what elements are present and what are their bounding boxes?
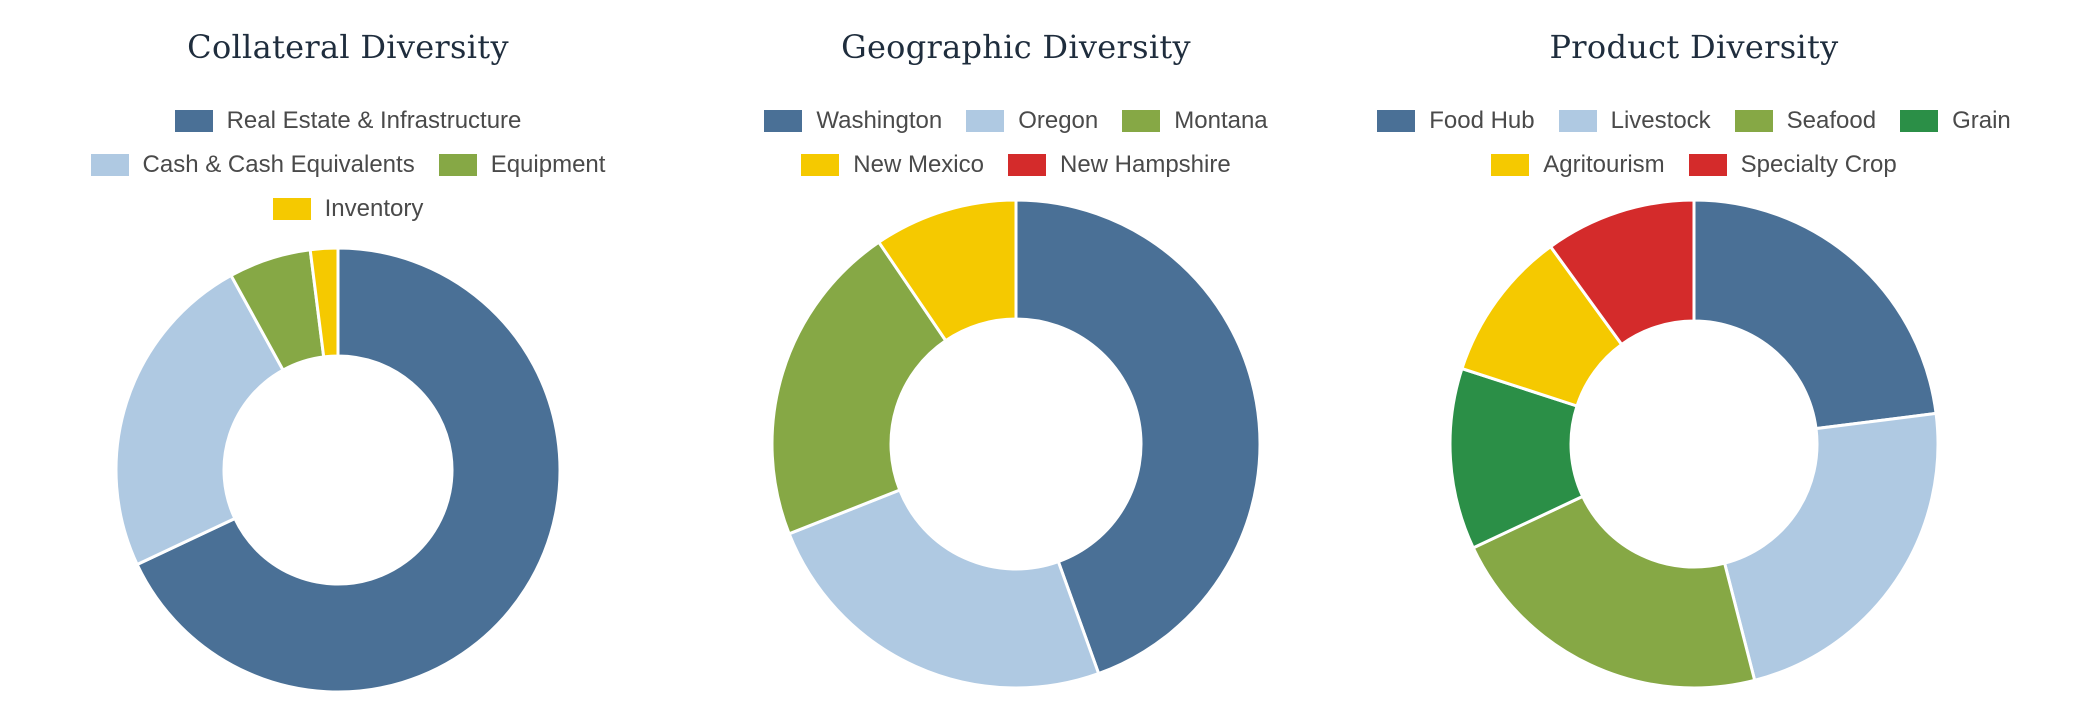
legend-swatch — [764, 110, 803, 132]
chart-title: Product Diversity — [1549, 28, 1839, 66]
legend-item-real-estate-and-infrastructure[interactable]: Real Estate & Infrastructure — [174, 107, 522, 135]
chart-legend: Food Hub Livestock Seafood Grain Agritourism… — [1346, 99, 2042, 187]
chart-title: Collateral Diversity — [187, 28, 509, 66]
legend-item-montana[interactable]: Montana — [1122, 107, 1268, 135]
legend-label: Equipment — [490, 151, 606, 178]
legend-swatch — [174, 110, 213, 132]
legend-row: New Mexico New Hampshire — [668, 143, 1364, 187]
collateral-diversity-chart: Collateral Diversity Real Estate & Infra… — [0, 0, 696, 722]
donut-chart — [114, 246, 562, 694]
legend-item-food-hub[interactable]: Food Hub — [1377, 107, 1535, 135]
legend-row: Real Estate & Infrastructure — [0, 99, 696, 143]
legend-label: Seafood — [1786, 107, 1877, 134]
legend-label: Washington — [816, 107, 943, 134]
product-diversity-chart: Product Diversity Food Hub Livestock Seafo… — [1346, 0, 2042, 722]
legend-item-grain[interactable]: Grain — [1900, 107, 2011, 135]
legend-label: Cash & Cash Equivalents — [142, 151, 415, 178]
slice-inventory[interactable] — [308, 246, 340, 359]
slice-specialty-crop[interactable] — [1548, 198, 1696, 347]
legend-swatch — [1734, 110, 1773, 132]
geographic-diversity-chart: Geographic Diversity Washington Oregon Mon… — [668, 0, 1364, 722]
slice-seafood[interactable] — [1471, 494, 1757, 690]
legend-swatch — [438, 154, 477, 176]
legend-swatch — [1007, 154, 1046, 176]
legend-row: Washington Oregon Montana — [668, 99, 1364, 143]
legend-label: Livestock — [1610, 107, 1711, 134]
legend-row: Food Hub Livestock Seafood Grain — [1346, 99, 2042, 143]
legend-label: Specialty Crop — [1740, 151, 1897, 178]
legend-item-new-hampshire[interactable]: New Hampshire — [1007, 151, 1231, 179]
legend-swatch — [1688, 154, 1727, 176]
legend-swatch — [801, 154, 840, 176]
legend-label: Inventory — [324, 195, 424, 222]
legend-swatch — [966, 110, 1005, 132]
legend-item-livestock[interactable]: Livestock — [1558, 107, 1711, 135]
legend-item-oregon[interactable]: Oregon — [966, 107, 1098, 135]
slice-cash-and-cash-equivalents[interactable] — [114, 273, 286, 567]
legend-row: Agritourism Specialty Crop — [1346, 143, 2042, 187]
legend-swatch — [1900, 110, 1939, 132]
legend-item-specialty-crop[interactable]: Specialty Crop — [1688, 151, 1897, 179]
slice-washington[interactable] — [1014, 198, 1262, 676]
legend-label: New Mexico — [853, 151, 984, 178]
slice-oregon[interactable] — [787, 488, 1101, 690]
chart-legend: Washington Oregon Montana New Mexico New Ham… — [668, 99, 1364, 187]
legend-swatch — [1491, 154, 1530, 176]
legend-item-equipment[interactable]: Equipment — [438, 151, 606, 179]
legend-item-inventory[interactable]: Inventory — [272, 195, 424, 223]
chart-legend: Real Estate & Infrastructure Cash & Cash … — [0, 99, 696, 231]
legend-label: Grain — [1952, 107, 2011, 134]
legend-label: Food Hub — [1429, 107, 1535, 134]
legend-label: Montana — [1174, 107, 1268, 134]
legend-swatch — [90, 154, 129, 176]
legend-row: Cash & Cash Equivalents Equipment — [0, 143, 696, 187]
legend-swatch — [1558, 110, 1597, 132]
legend-item-new-mexico[interactable]: New Mexico — [801, 151, 984, 179]
slice-livestock[interactable] — [1722, 411, 1940, 683]
slice-new-mexico[interactable] — [876, 198, 1018, 343]
legend-label: Oregon — [1018, 107, 1099, 134]
slice-real-estate-and-infrastructure[interactable] — [135, 246, 562, 694]
slice-montana[interactable] — [770, 240, 948, 536]
donut-chart — [770, 198, 1262, 690]
legend-item-seafood[interactable]: Seafood — [1734, 107, 1877, 135]
legend-swatch — [1377, 110, 1416, 132]
legend-item-washington[interactable]: Washington — [764, 107, 942, 135]
legend-item-cash-and-cash-equivalents[interactable]: Cash & Cash Equivalents — [90, 151, 415, 179]
legend-label: New Hampshire — [1059, 151, 1231, 178]
chart-title: Geographic Diversity — [841, 28, 1191, 66]
legend-swatch — [1122, 110, 1161, 132]
legend-label: Agritourism — [1543, 151, 1665, 178]
legend-item-agritourism[interactable]: Agritourism — [1491, 151, 1665, 179]
donut-chart — [1448, 198, 1940, 690]
legend-swatch — [272, 198, 311, 220]
legend-label: Real Estate & Infrastructure — [226, 107, 522, 134]
slice-food-hub[interactable] — [1692, 198, 1938, 431]
legend-row: Inventory — [0, 187, 696, 231]
